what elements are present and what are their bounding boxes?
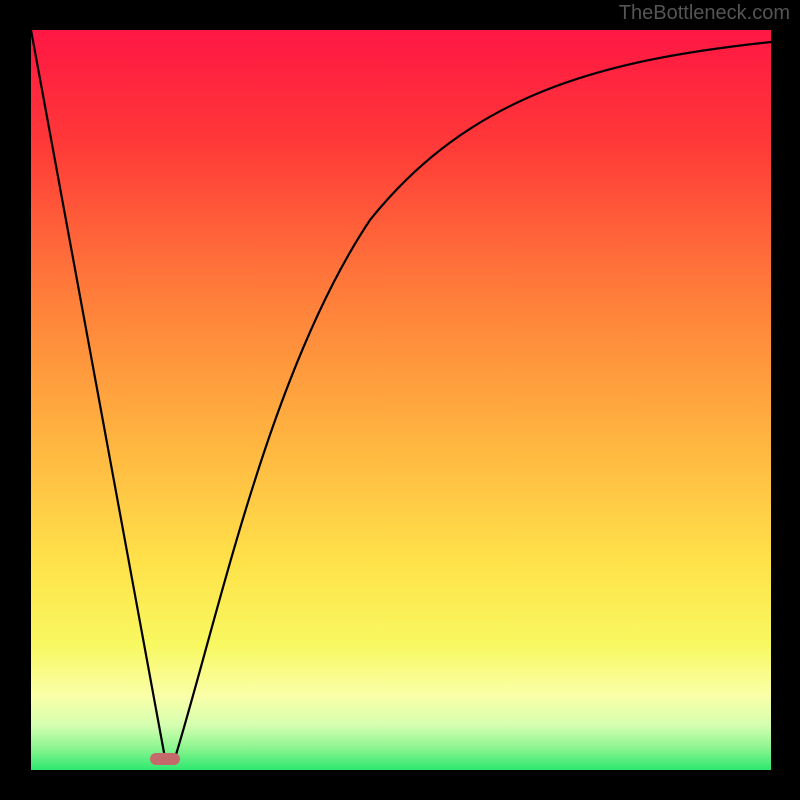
curve-group xyxy=(31,30,771,758)
watermark-text: TheBottleneck.com xyxy=(619,2,790,25)
chart-container: TheBottleneck.com xyxy=(0,0,800,800)
bottleneck-curve xyxy=(31,30,771,770)
curve-right-segment xyxy=(175,42,771,758)
curve-left-segment xyxy=(31,30,165,758)
plot-area xyxy=(31,30,771,770)
optimum-marker xyxy=(150,753,180,765)
